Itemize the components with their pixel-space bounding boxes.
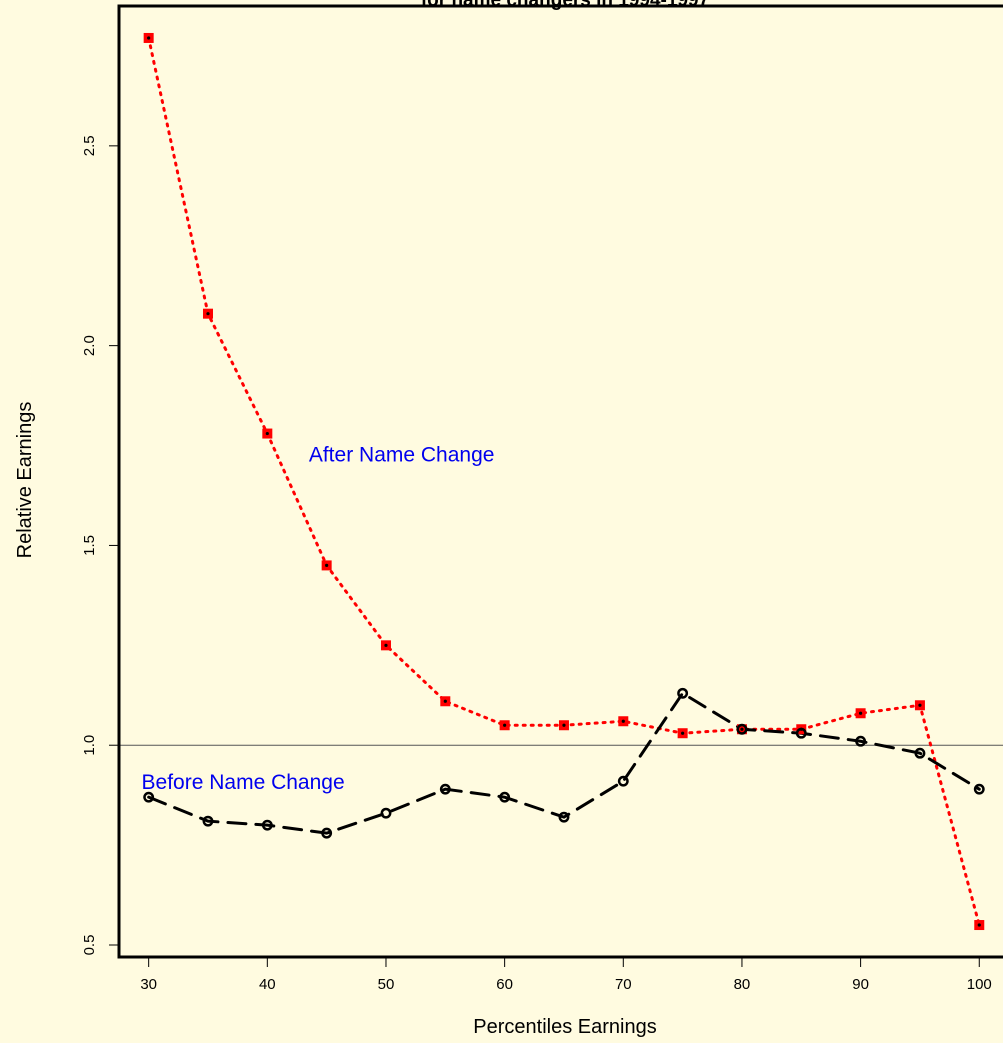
x-tick-label: 80 [734, 976, 751, 993]
data-point [973, 783, 985, 795]
data-point [143, 791, 155, 803]
data-point-center [977, 923, 981, 927]
y-tick-label: 1.5 [81, 535, 98, 556]
data-point [321, 827, 333, 839]
series-annotation: After Name Change [309, 444, 495, 467]
y-axis-title: Relative Earnings [14, 402, 36, 559]
data-point-center [206, 312, 210, 316]
x-tick-label: 30 [140, 976, 157, 993]
y-tick-label: 2.0 [81, 335, 98, 356]
series-layer [143, 32, 985, 931]
data-point [261, 819, 273, 831]
data-point [795, 727, 807, 739]
data-point-center [325, 563, 329, 568]
data-point [439, 783, 451, 795]
data-point-center [562, 723, 566, 727]
x-tick-label: 60 [496, 976, 513, 993]
data-point [617, 775, 629, 787]
y-tick-label: 1.0 [81, 735, 98, 756]
data-point [914, 747, 926, 759]
data-point-center [621, 719, 625, 723]
x-axis: 30 40 50 60 70 80 90 100 [140, 957, 992, 993]
data-point [380, 807, 392, 819]
x-tick-label: 40 [259, 976, 276, 993]
data-point-center [443, 699, 447, 703]
data-point [677, 687, 689, 699]
data-point [736, 723, 748, 735]
y-tick-label: 0.5 [81, 935, 98, 956]
data-point-center [147, 36, 151, 40]
x-tick-label: 100 [967, 976, 992, 993]
data-point-center [384, 643, 388, 647]
series-annotation: Before Name Change [142, 771, 345, 794]
x-tick-label: 50 [378, 976, 395, 993]
y-axis: 0.5 1.0 1.5 2.0 2.5 [81, 135, 119, 955]
x-tick-label: 70 [615, 976, 632, 993]
x-axis-title: Percentiles Earnings [473, 1016, 656, 1038]
data-point [499, 791, 511, 803]
data-point-center [918, 703, 922, 707]
data-point [855, 735, 867, 747]
data-point [202, 815, 214, 827]
x-tick-label: 90 [852, 976, 869, 993]
annotations: After Name Change Before Name Change [142, 444, 495, 795]
data-point-center [503, 723, 507, 727]
data-point-center [681, 731, 685, 735]
plot-frame [117, 4, 1003, 959]
series-line-1 [147, 691, 981, 835]
data-point [558, 811, 570, 823]
data-point-center [740, 727, 744, 731]
data-point-center [265, 431, 269, 436]
y-tick-label: 2.5 [81, 135, 98, 156]
data-point-center [859, 711, 863, 715]
